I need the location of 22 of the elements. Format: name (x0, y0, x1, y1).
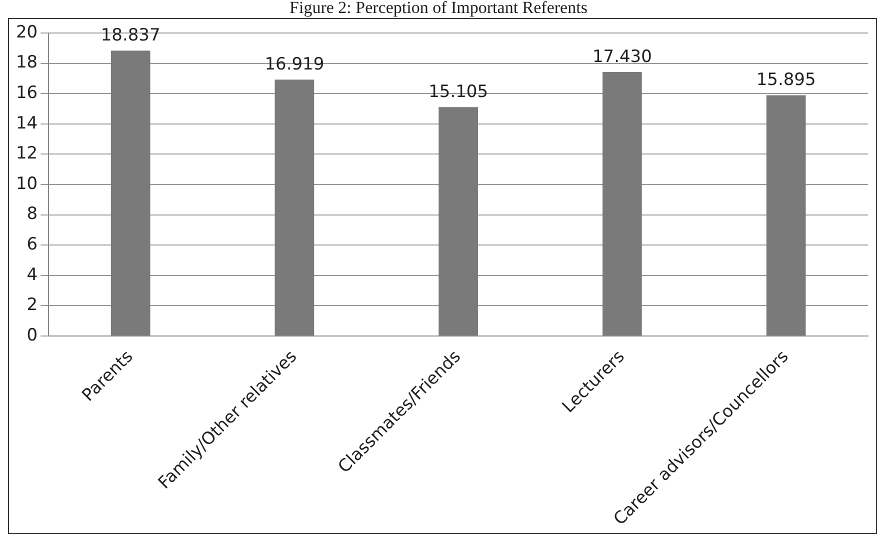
bar (110, 50, 150, 336)
y-tick-label: 4 (26, 264, 38, 285)
data-label: 17.430 (592, 46, 652, 67)
bar (602, 72, 642, 336)
y-tick-label: 6 (26, 234, 38, 255)
y-tick-label: 18 (16, 52, 38, 73)
data-label: 15.105 (428, 82, 488, 102)
bar (438, 107, 478, 336)
data-label: 18.837 (100, 26, 160, 46)
y-tick-label: 20 (16, 22, 38, 42)
y-tick-label: 14 (16, 113, 38, 134)
data-label: 15.895 (756, 70, 816, 90)
chart-title: Figure 2: Perception of Important Referents (288, 0, 588, 18)
y-tick-label: 2 (26, 295, 38, 316)
y-tick-label: 8 (26, 204, 38, 224)
y-tick-label: 10 (16, 174, 38, 194)
bar (766, 95, 806, 336)
y-tick-label: 0 (26, 325, 38, 346)
y-tick-label: 12 (16, 144, 38, 164)
bar (274, 80, 314, 336)
y-tick-label: 16 (16, 83, 38, 104)
data-label: 16.919 (264, 54, 324, 75)
